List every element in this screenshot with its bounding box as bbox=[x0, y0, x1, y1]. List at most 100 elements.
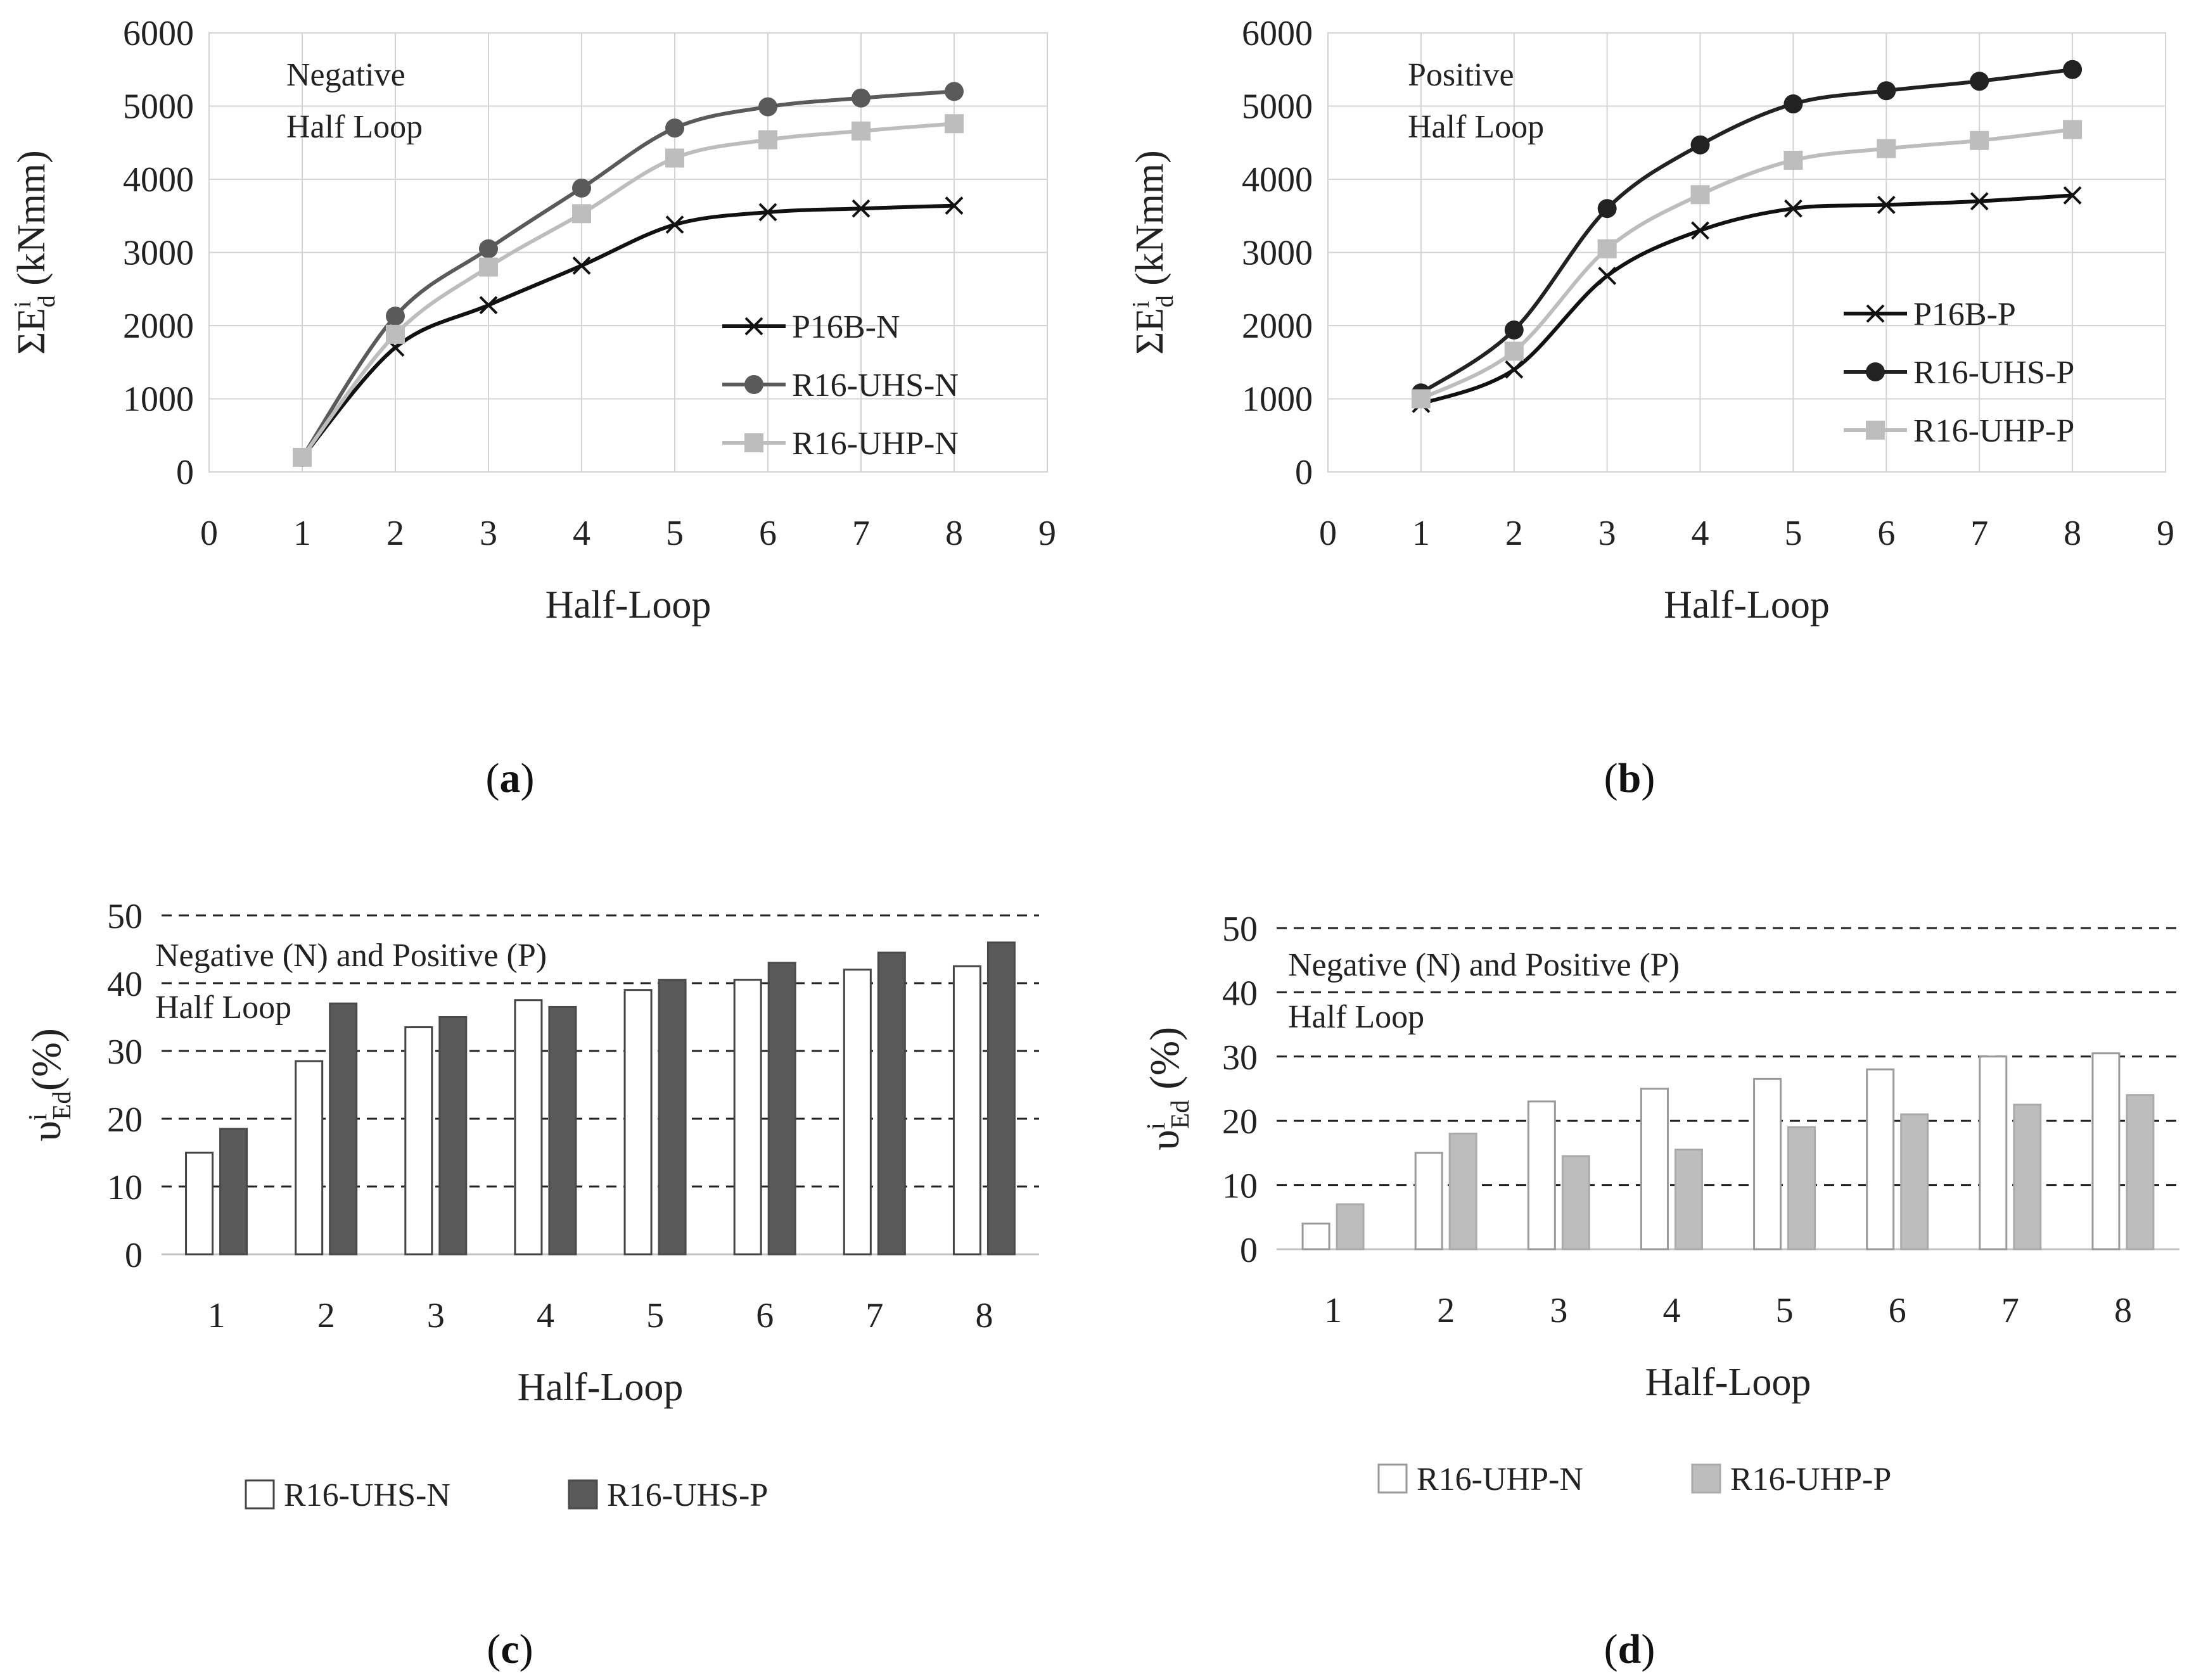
y-tick-label: 30 bbox=[107, 1033, 143, 1072]
bar-R16-UHP-N bbox=[1301, 1222, 1330, 1250]
x-tick-label: 5 bbox=[646, 1296, 664, 1335]
legend-marker bbox=[744, 317, 763, 336]
caption-paren-open: ( bbox=[1604, 755, 1618, 801]
x-tick-label: 3 bbox=[427, 1296, 445, 1335]
x-tick-label: 4 bbox=[1692, 514, 1709, 553]
x-tick-label: 1 bbox=[1324, 1291, 1342, 1330]
bar-R16-UHS-N bbox=[623, 989, 653, 1256]
data-point-R16-UHP-P bbox=[1504, 341, 1524, 361]
y-axis-label-subscript: d bbox=[1152, 295, 1178, 307]
data-point-R16-UHS-N bbox=[386, 306, 405, 326]
panel-annotation: Half Loop bbox=[155, 990, 291, 1026]
y-axis-label-superscript: i bbox=[23, 1114, 52, 1121]
y-tick-label: 50 bbox=[107, 897, 143, 936]
caption-paren-close: ) bbox=[1641, 1626, 1655, 1672]
legend-marker bbox=[744, 433, 763, 452]
legend-marker bbox=[1866, 421, 1885, 440]
bar-R16-UHS-P bbox=[877, 951, 906, 1256]
x-axis-label: Half-Loop bbox=[518, 1366, 684, 1409]
x-tick-label: 2 bbox=[1505, 514, 1523, 553]
data-point-R16-UHP-P bbox=[1877, 139, 1896, 158]
y-axis-label-superscript: i bbox=[1141, 1123, 1170, 1130]
bar-R16-UHS-P bbox=[658, 979, 687, 1256]
y-axis-label-subscript: Ed bbox=[1165, 1100, 1194, 1129]
x-axis-label: Half-Loop bbox=[545, 583, 711, 627]
y-tick-label: 6000 bbox=[123, 14, 194, 53]
series-line-R16-UHP-N bbox=[300, 122, 955, 459]
y-tick-label: 2000 bbox=[123, 307, 194, 346]
data-point-R16-UHS-P bbox=[1504, 320, 1524, 340]
y-tick-label: 50 bbox=[1222, 910, 1258, 949]
x-tick-label: 1 bbox=[208, 1296, 226, 1335]
data-point-R16-UHS-P bbox=[1877, 81, 1896, 101]
caption-letter: d bbox=[1618, 1626, 1642, 1672]
y-tick-label: 3000 bbox=[123, 234, 194, 273]
data-point-P16B-P bbox=[1505, 360, 1524, 379]
caption-letter: b bbox=[1618, 755, 1642, 801]
x-tick-label: 0 bbox=[200, 514, 218, 553]
caption-paren-open: ( bbox=[487, 1626, 501, 1672]
panel-caption: (c) bbox=[487, 1626, 533, 1672]
y-tick-label: 40 bbox=[1222, 974, 1258, 1013]
x-tick-label: 7 bbox=[865, 1296, 883, 1335]
x-tick-label: 1 bbox=[1412, 514, 1430, 553]
x-tick-label: 5 bbox=[1784, 514, 1802, 553]
x-tick-label: 7 bbox=[1970, 514, 1988, 553]
y-axis-label-unit: (kNmm) bbox=[1128, 150, 1171, 295]
data-point-P16B-P bbox=[1877, 196, 1896, 214]
bar-R16-UHP-P bbox=[1674, 1149, 1703, 1250]
x-tick-label: 5 bbox=[666, 514, 684, 553]
bar-R16-UHS-P bbox=[767, 962, 796, 1256]
bar-R16-UHS-N bbox=[404, 1026, 433, 1256]
bar-R16-UHS-P bbox=[438, 1016, 468, 1256]
x-tick-label: 0 bbox=[1319, 514, 1337, 553]
caption-letter: a bbox=[500, 755, 521, 801]
bar-R16-UHS-P bbox=[329, 1002, 358, 1256]
bar-R16-UHP-N bbox=[1527, 1100, 1556, 1250]
y-axis-label-unit: (kNmm) bbox=[10, 150, 53, 295]
data-point-R16-UHP-N bbox=[572, 204, 591, 224]
y-tick-label: 4000 bbox=[123, 160, 194, 200]
x-tick-label: 4 bbox=[537, 1296, 554, 1335]
caption-paren-close: ) bbox=[521, 755, 535, 801]
series-line-P16B-P bbox=[1420, 193, 2073, 406]
x-tick-label: 8 bbox=[2064, 514, 2081, 553]
x-tick-label: 5 bbox=[1776, 1291, 1794, 1330]
panel-caption: (b) bbox=[1604, 755, 1656, 801]
data-point-R16-UHS-P bbox=[2063, 60, 2083, 79]
legend-marker bbox=[1866, 362, 1885, 381]
data-point-R16-UHS-N bbox=[852, 88, 871, 108]
bar-R16-UHP-N bbox=[1753, 1078, 1782, 1250]
y-tick-label: 0 bbox=[1240, 1231, 1258, 1270]
chart-panel-b: 0 1000 2000 3000 4000 5000 6000 0 1 2 3 4 5 6 7 8 9 Posit… bbox=[1128, 14, 2174, 801]
panel-annotation: Half Loop bbox=[286, 109, 423, 145]
data-point-P16B-N bbox=[852, 199, 871, 218]
x-tick-label: 4 bbox=[573, 514, 590, 553]
bar-R16-UHS-N bbox=[843, 969, 872, 1256]
data-point-R16-UHP-N bbox=[293, 447, 312, 467]
y-axis-label-subscript: d bbox=[34, 295, 60, 307]
chart-panel-c: 0 10 20 30 40 50 1 2 3 4 5 6 7 8 Negative (N) and Posi… bbox=[23, 897, 1039, 1672]
x-tick-label: 9 bbox=[2157, 514, 2174, 553]
bar-R16-UHP-N bbox=[2091, 1052, 2121, 1250]
panel-annotation: Negative bbox=[286, 57, 405, 93]
y-axis-label: ΣEid (kNmm) bbox=[10, 150, 60, 355]
y-axis-label: υiEd(%) bbox=[23, 1028, 76, 1142]
legend-label: P16B-N bbox=[792, 309, 900, 345]
x-axis-label: Half-Loop bbox=[1645, 1361, 1811, 1404]
data-point-R16-UHS-N bbox=[572, 178, 591, 198]
y-axis-label: ΣEid (kNmm) bbox=[1128, 150, 1178, 355]
caption-letter: c bbox=[501, 1626, 519, 1672]
legend-label: R16-UHS-P bbox=[607, 1477, 768, 1513]
y-axis-label: υiEd (%) bbox=[1141, 1027, 1194, 1150]
y-axis-label-superscript: i bbox=[1128, 301, 1154, 308]
bar-R16-UHS-N bbox=[952, 965, 981, 1256]
bar-R16-UHS-N bbox=[185, 1152, 214, 1256]
y-tick-label: 1000 bbox=[123, 380, 194, 419]
x-tick-label: 9 bbox=[1038, 514, 1056, 553]
chart-panel-d: 0 10 20 30 40 50 1 2 3 4 5 6 7 8 Negative (N) and Posi… bbox=[1141, 910, 2179, 1672]
x-tick-label: 6 bbox=[1889, 1291, 1906, 1330]
legend-label: R16-UHP-P bbox=[1913, 413, 2074, 449]
y-axis-label-symbol: υ bbox=[1142, 1130, 1188, 1150]
